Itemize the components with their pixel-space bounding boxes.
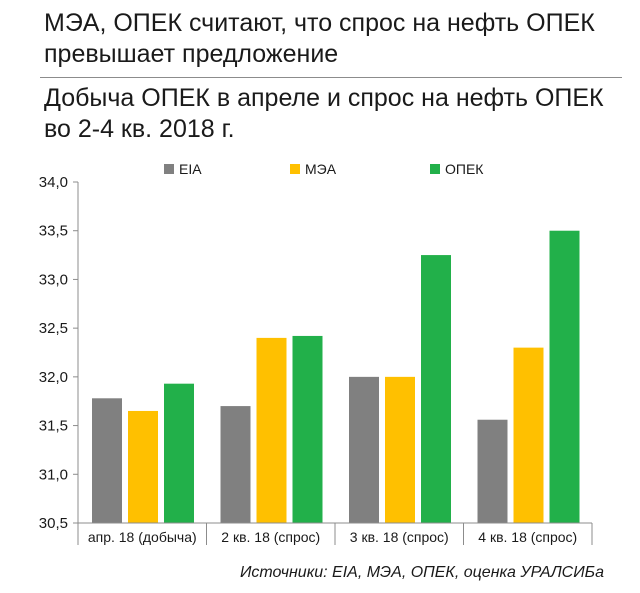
bar-series2-cat1 bbox=[128, 410, 158, 523]
chart-title: Добыча ОПЕК в апреле и спрос на нефть ОП… bbox=[44, 84, 604, 143]
bar-series2-cat3 bbox=[385, 376, 415, 523]
y-tick-label-7: 33,5 bbox=[39, 223, 68, 240]
bar-series2-cat4 bbox=[513, 347, 544, 523]
legend-swatch-2 bbox=[290, 164, 300, 174]
x-tick-label-1: апр. 18 (добыча) bbox=[88, 529, 197, 545]
bar-series2-cat2 bbox=[256, 337, 287, 523]
bar-series3-cat2 bbox=[292, 335, 323, 523]
bar-series3-cat1 bbox=[164, 383, 194, 523]
y-tick-label-8: 34,0 bbox=[39, 174, 68, 191]
legend-swatch-1 bbox=[164, 164, 174, 174]
bar-series1-cat4 bbox=[477, 419, 508, 523]
y-tick-label-2: 31,0 bbox=[39, 466, 68, 483]
source-note: Источники: EIA, МЭА, ОПЕК, оценка УРАЛСИ… bbox=[239, 564, 604, 581]
bar-series3-cat4 bbox=[549, 230, 580, 523]
x-tick-label-2: 2 кв. 18 (спрос) bbox=[221, 529, 320, 545]
headline: МЭА, ОПЕК считают, что спрос на нефть ОП… bbox=[44, 9, 595, 68]
bar-series1-cat2 bbox=[220, 406, 251, 523]
y-tick-label-6: 33,0 bbox=[39, 271, 68, 288]
legend-label-1: EIA bbox=[179, 161, 202, 177]
y-tick-label-5: 32,5 bbox=[39, 320, 68, 337]
y-tick-label-3: 31,5 bbox=[39, 418, 68, 435]
bar-series3-cat3 bbox=[421, 255, 451, 524]
bar-series1-cat1 bbox=[92, 398, 122, 523]
x-tick-label-3: 3 кв. 18 (спрос) bbox=[350, 529, 449, 545]
legend-label-2: МЭА bbox=[305, 161, 337, 177]
y-tick-label-1: 30,5 bbox=[39, 515, 68, 532]
x-tick-label-4: 4 кв. 18 (спрос) bbox=[478, 529, 577, 545]
y-tick-label-4: 32,0 bbox=[39, 369, 68, 386]
legend-label-3: ОПЕК bbox=[445, 161, 484, 177]
bar-series1-cat3 bbox=[349, 376, 379, 523]
header-divider bbox=[40, 77, 622, 78]
legend-swatch-3 bbox=[430, 164, 440, 174]
